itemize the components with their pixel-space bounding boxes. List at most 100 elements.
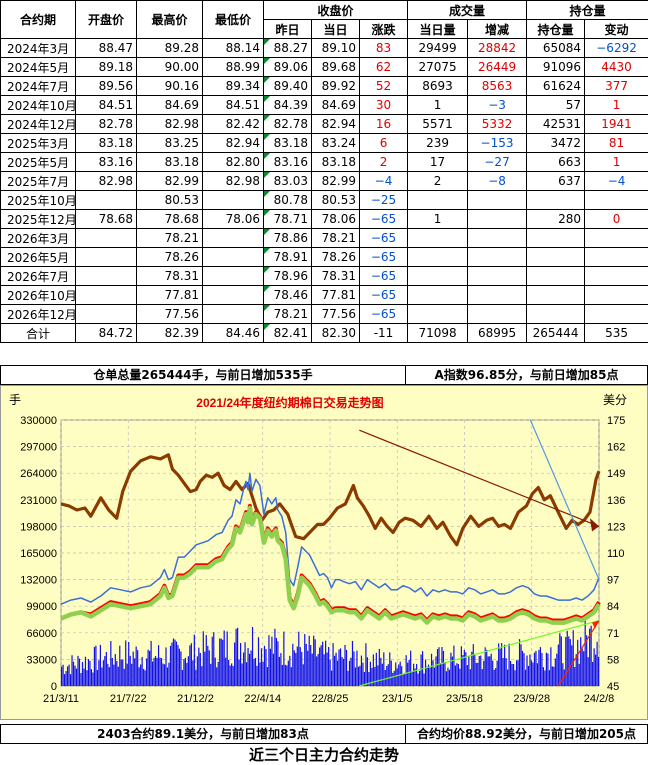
table-cell: 78.06 <box>311 209 360 229</box>
volume-bar <box>225 657 227 686</box>
volume-bar <box>181 669 184 686</box>
volume-bar <box>92 672 94 686</box>
volume-bar <box>226 631 228 686</box>
table-cell: 1 <box>584 152 648 172</box>
table-row: 2024年3月 88.47 89.28 88.14 88.27 89.10 83 29499 2… <box>0 38 648 58</box>
table-cell: 2024年5月 <box>0 57 76 77</box>
table-cell: 78.86 <box>263 228 312 248</box>
table-cell: 65084 <box>526 38 586 58</box>
table-cell: 84.39 <box>263 95 312 115</box>
volume-bar <box>498 643 500 686</box>
volume-bar <box>180 651 182 686</box>
volume-bar <box>554 658 556 686</box>
volume-bar <box>484 647 486 686</box>
left-tick-label: 132000 <box>20 575 57 587</box>
table-cell: −65 <box>358 228 409 248</box>
volume-bar <box>589 628 591 686</box>
volume-bar <box>344 644 346 686</box>
table-cell: 78.21 <box>263 304 312 324</box>
volume-bar <box>248 653 251 686</box>
table-row: 2024年7月 89.56 90.16 89.34 89.40 89.92 52 8693 85… <box>0 76 648 96</box>
right-tick-label: 136 <box>607 495 625 507</box>
table-cell: 30 <box>358 95 409 115</box>
table-cell: 6 <box>358 133 409 153</box>
header-prev: 昨日 <box>263 19 312 39</box>
table-row: 2026年7月 78.31 78.96 78.31 −65 <box>0 266 648 286</box>
volume-bar <box>581 648 583 686</box>
volume-bar <box>480 655 482 686</box>
table-cell: 29499 <box>407 38 469 58</box>
volume-bar <box>160 658 163 686</box>
volume-bar <box>509 661 512 686</box>
volume-bar <box>316 656 318 686</box>
volume-bar <box>512 664 515 686</box>
volume-bar <box>383 652 385 686</box>
volume-bar <box>378 648 380 686</box>
volume-bar <box>307 650 309 686</box>
table-cell <box>526 228 586 248</box>
volume-bar <box>502 658 504 686</box>
table-cell: 78.26 <box>311 247 360 267</box>
header-settle-group: 收盘价 <box>262 0 409 20</box>
header-today: 当日 <box>311 19 360 39</box>
volume-bar <box>392 672 394 686</box>
table-cell: 78.06 <box>202 209 264 229</box>
table-cell: 82.99 <box>311 171 360 191</box>
volume-bar <box>507 669 509 686</box>
volume-bar <box>174 639 176 686</box>
volume-bar <box>159 657 161 686</box>
volume-bar <box>165 647 167 686</box>
volume-bar <box>126 663 128 686</box>
volume-bar <box>499 648 501 686</box>
right-tick-label: 97 <box>607 575 619 587</box>
volume-bar <box>586 635 588 686</box>
volume-bar <box>292 643 294 686</box>
volume-bar <box>317 654 319 686</box>
volume-bar <box>438 647 440 686</box>
table-total-row: 合计 84.72 82.39 84.46 82.41 82.30 -11 71098 68995… <box>0 323 648 343</box>
volume-bar <box>580 637 582 686</box>
volume-bar <box>563 669 565 686</box>
volume-bar <box>457 664 459 686</box>
volume-bar <box>199 652 201 686</box>
volume-bar <box>545 652 547 686</box>
volume-bar <box>190 643 192 686</box>
table-cell: 2025年10月 <box>0 190 76 210</box>
volume-bar <box>101 667 103 686</box>
table-cell: 2 <box>358 152 409 172</box>
table-cell: 84.69 <box>136 95 203 115</box>
volume-bar <box>72 661 75 686</box>
volume-bar <box>256 665 258 686</box>
volume-bar <box>196 656 198 686</box>
volume-bar <box>237 627 239 686</box>
table-cell: 637 <box>526 171 586 191</box>
volume-bar <box>592 661 594 686</box>
volume-bar <box>559 633 561 686</box>
table-cell <box>526 266 586 286</box>
volume-bar <box>277 641 279 686</box>
volume-bar <box>220 638 222 686</box>
volume-bar <box>411 671 413 686</box>
volume-bar <box>448 669 451 686</box>
table-cell <box>467 247 528 267</box>
table-cell: 2026年7月 <box>0 266 76 286</box>
average-price-info: 合约均价88.92美分，与前日增加205点 <box>405 724 648 744</box>
volume-bar <box>83 668 85 686</box>
volume-bar <box>456 663 458 686</box>
volume-bar <box>380 657 382 686</box>
table-cell: 1 <box>407 95 469 115</box>
volume-bar <box>326 652 328 686</box>
volume-bar <box>146 658 148 686</box>
volume-bar <box>77 655 79 686</box>
volume-bar <box>250 650 252 686</box>
volume-bar <box>322 641 324 686</box>
volume-bar <box>298 631 300 686</box>
volume-bar <box>183 659 185 686</box>
volume-bar <box>345 649 348 686</box>
table-cell: 90.16 <box>136 76 203 96</box>
x-tick-label: 21/3/11 <box>43 693 79 705</box>
table-cell: 2025年3月 <box>0 133 76 153</box>
volume-bar <box>402 674 404 686</box>
volume-bar <box>177 645 179 686</box>
table-cell: 2 <box>407 171 469 191</box>
